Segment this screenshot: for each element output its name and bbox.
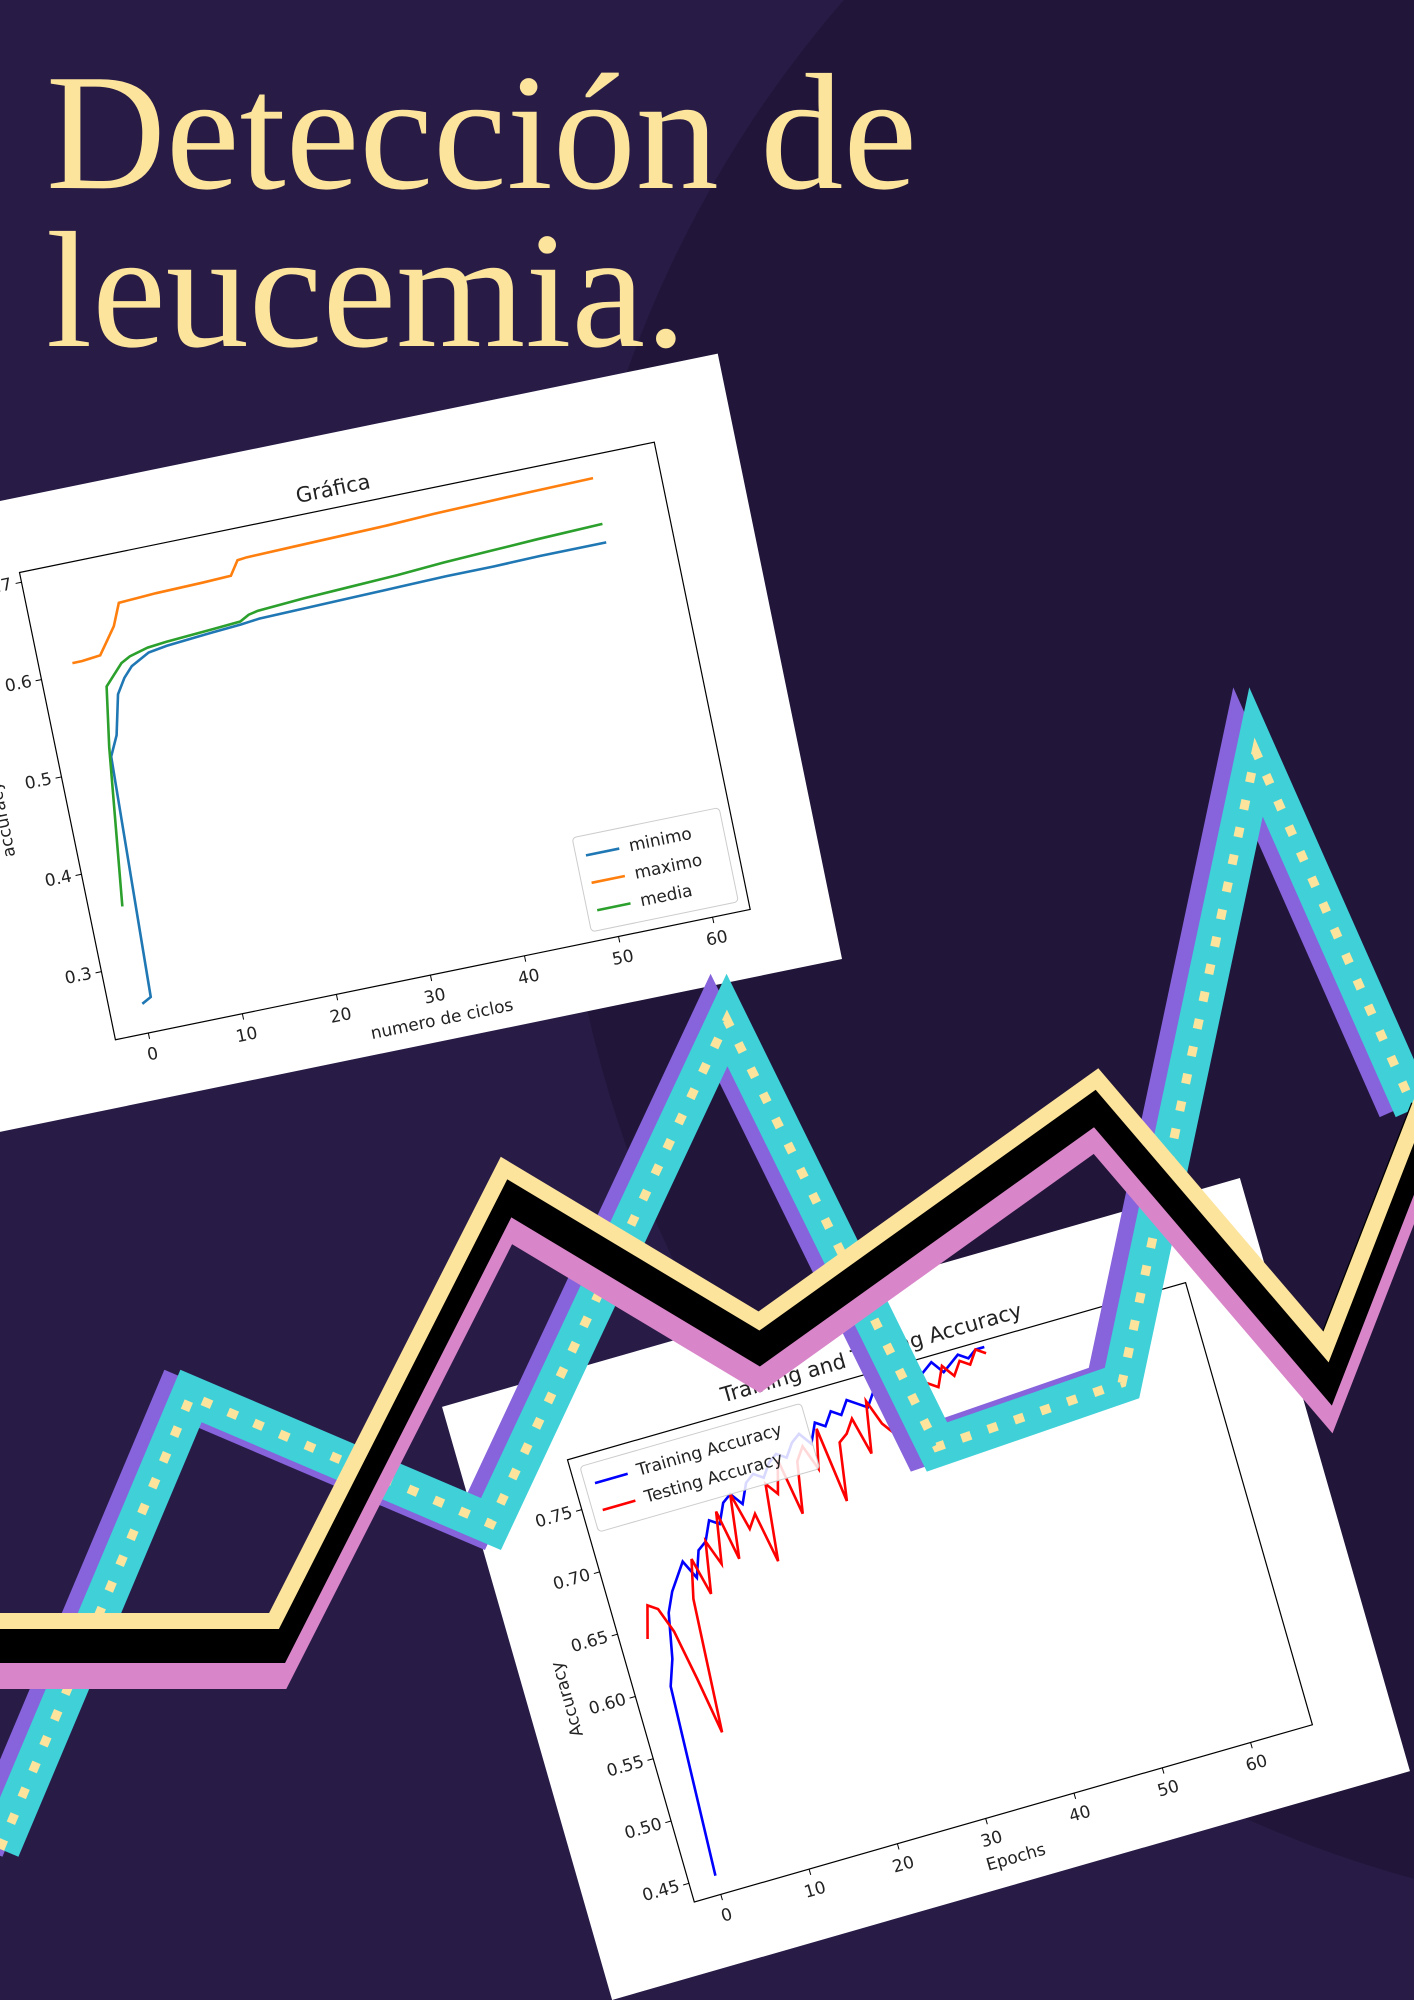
y-tick: [629, 1695, 636, 1699]
x-tick: [1073, 1792, 1077, 1800]
x-tick-label: 0: [719, 1904, 735, 1926]
y-tick: [665, 1820, 672, 1824]
y-tick: [647, 1758, 654, 1761]
legend-box: [572, 807, 739, 932]
series-line: [109, 541, 607, 1005]
ribbons: [0, 687, 1414, 1857]
y-tick: [15, 581, 22, 584]
y-tick-label: 0.7: [0, 574, 14, 599]
x-tick: [429, 974, 433, 982]
x-tick-label: 0: [145, 1044, 160, 1066]
headline: Detección de: [46, 40, 917, 224]
y-tick: [95, 971, 102, 974]
x-tick-label: 30: [422, 985, 447, 1009]
legend-swatch: [594, 1472, 629, 1485]
x-tick: [618, 936, 621, 943]
x-tick: [241, 1013, 245, 1020]
x-tick: [985, 1818, 988, 1825]
axes-frame: [18, 441, 751, 1041]
ribbon-pattern: [0, 737, 1414, 1851]
ribbon: [0, 1078, 1414, 1663]
x-tick: [1250, 1742, 1253, 1749]
x-tick: [147, 1032, 151, 1039]
x-tick: [524, 955, 527, 962]
legend-swatch: [596, 902, 631, 912]
x-tick: [808, 1868, 812, 1875]
legend-swatch: [602, 1499, 636, 1512]
x-tick-label: 40: [516, 965, 541, 989]
y-tick: [575, 1509, 582, 1512]
x-tick: [720, 1894, 723, 1901]
legend-swatch: [591, 874, 626, 885]
headline: leucemia.: [46, 198, 687, 382]
y-tick: [611, 1633, 618, 1637]
legend-swatch: [585, 847, 620, 857]
legend-box: [580, 1403, 820, 1532]
x-tick: [1161, 1767, 1165, 1774]
x-tick-label: 50: [610, 946, 635, 970]
y-tick: [75, 873, 82, 876]
chart-panel: 01020304050600.30.40.50.60.7Gráficanumer…: [0, 353, 843, 1139]
x-tick-label: 10: [234, 1023, 259, 1047]
charts: 01020304050600.30.40.50.60.7Gráficanumer…: [0, 353, 1410, 2000]
series-line: [72, 476, 594, 665]
x-tick: [712, 917, 715, 924]
y-tick: [55, 776, 62, 779]
x-tick-label: 20: [328, 1004, 353, 1028]
series-line: [105, 522, 603, 907]
y-tick: [35, 679, 42, 682]
ribbon: [0, 1068, 1414, 1629]
y-tick: [683, 1882, 690, 1886]
x-tick-label: 60: [704, 927, 729, 951]
x-tick: [335, 994, 339, 1001]
x-tick: [896, 1843, 900, 1850]
y-tick: [593, 1571, 600, 1575]
panel-background: [442, 1178, 1410, 2000]
